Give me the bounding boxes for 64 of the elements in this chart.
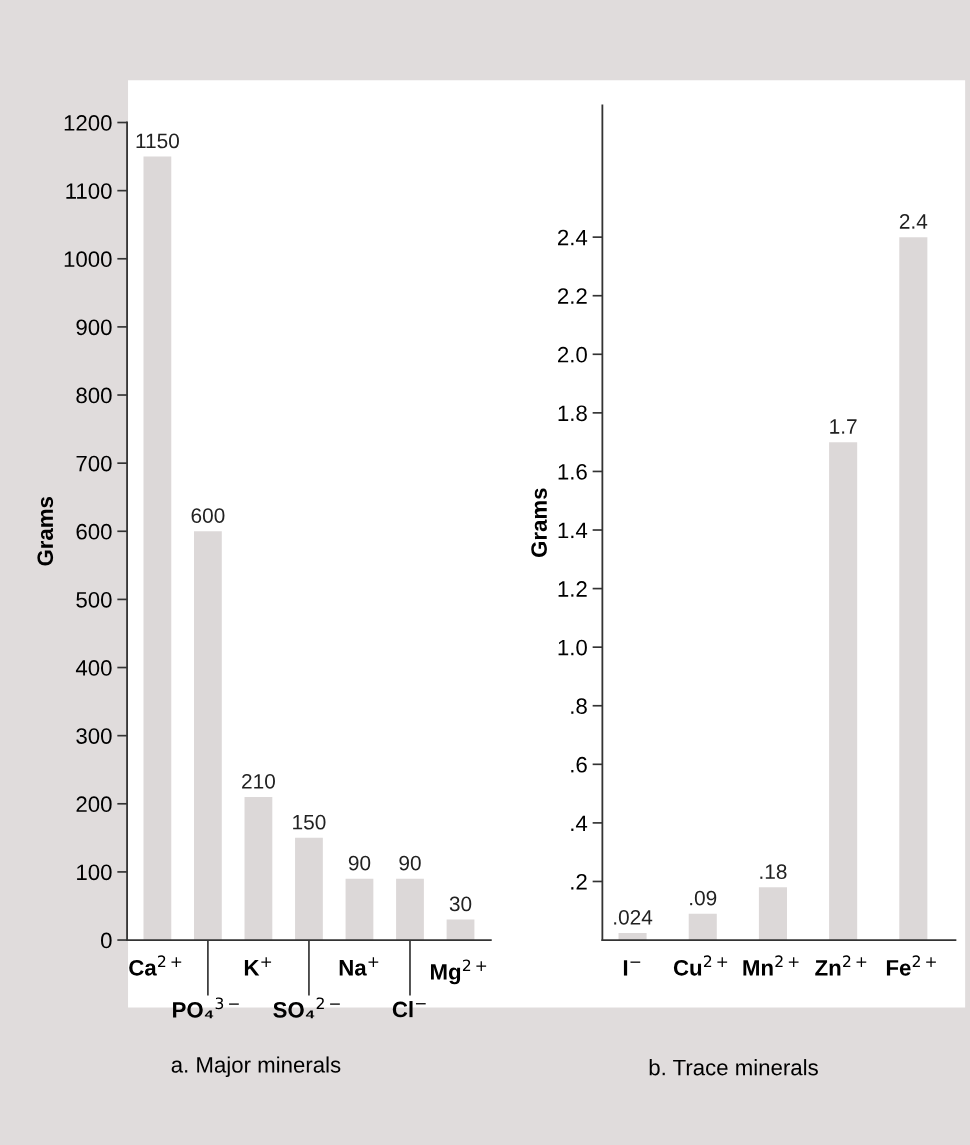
y-tick-label: .6 (571, 756, 587, 773)
x-tick-label: SO₄$^{2−}$ (273, 997, 340, 1019)
data-label: .18 (760, 864, 787, 880)
y-tick-label: 600 (76, 523, 112, 540)
y-tick-label: 400 (75, 660, 112, 676)
y-tick-label: 1.6 (558, 463, 587, 480)
text: a. Major minerals (171, 1056, 341, 1078)
y-tick-label: 2.4 (558, 229, 588, 246)
bar (899, 237, 928, 941)
y-tick-label: 1.2 (558, 581, 587, 597)
y-tick-label: 2.0 (558, 346, 587, 363)
data-label: 210 (242, 773, 275, 789)
data-label: .024 (614, 909, 653, 925)
data-label: 30 (449, 896, 472, 912)
y-axis-title: Grams (531, 488, 547, 557)
x-tick-label: Cl$^{−}$ (392, 1001, 426, 1018)
y-tick-label: 1.8 (558, 405, 587, 422)
bar (194, 531, 222, 941)
bar (396, 878, 424, 941)
x-tick-label: Zn$^{2+}$ (815, 955, 867, 976)
y-tick-label: 1.0 (558, 639, 587, 656)
x-tick-label: Cu$^{2+}$ (673, 955, 728, 976)
x-tick-label: Na$^{+}$ (339, 957, 379, 976)
text: b. Trace minerals (649, 1059, 818, 1076)
y-tick-label: .2 (571, 874, 587, 890)
bar (345, 878, 374, 941)
y-tick-label: 300 (76, 728, 112, 744)
data-label: 600 (191, 508, 225, 523)
bar (688, 913, 717, 941)
y-tick-label: 1200 (64, 115, 112, 131)
bar (446, 919, 475, 941)
data-label: 90 (348, 855, 371, 871)
y-tick-label: 100 (77, 864, 112, 881)
y-tick-label: 500 (76, 591, 112, 608)
y-tick-label: 700 (76, 455, 112, 472)
bar (244, 796, 273, 941)
x-tick-label: Mg$^{2+}$ (430, 959, 487, 985)
data-label: 90 (399, 855, 421, 871)
y-tick-label: 1000 (64, 251, 112, 268)
data-label: 1.7 (830, 419, 857, 434)
x-tick-label: PO₄$^{3−}$ (173, 997, 239, 1019)
x-tick-label: Ca$^{2+}$ (129, 955, 182, 976)
x-tick-label: Fe$^{2+}$ (886, 955, 936, 976)
data-label: 150 (293, 814, 326, 830)
y-tick-label: 1.4 (558, 522, 588, 539)
y-tick-label: 800 (76, 387, 112, 404)
data-label: .09 (690, 890, 717, 906)
y-tick-label: .4 (571, 815, 588, 831)
bar (295, 837, 323, 941)
y-tick-label: .8 (571, 698, 587, 715)
bar (758, 887, 787, 941)
y-tick-label: 200 (76, 796, 112, 813)
bar (829, 442, 858, 941)
data-label: 1150 (136, 133, 179, 149)
bar (143, 156, 172, 941)
y-tick-label: 1100 (66, 183, 112, 199)
data-label: 2.4 (899, 214, 928, 229)
y-tick-label: 2.2 (558, 288, 587, 304)
x-tick-label: I$^{−}$ (623, 960, 641, 976)
y-tick-label: 0 (101, 932, 112, 949)
x-tick-label: Mn$^{2+}$ (743, 955, 799, 976)
y-tick-label: 900 (76, 319, 112, 336)
x-tick-label: K$^{+}$ (244, 957, 272, 976)
y-axis-title: Grams (37, 496, 54, 566)
